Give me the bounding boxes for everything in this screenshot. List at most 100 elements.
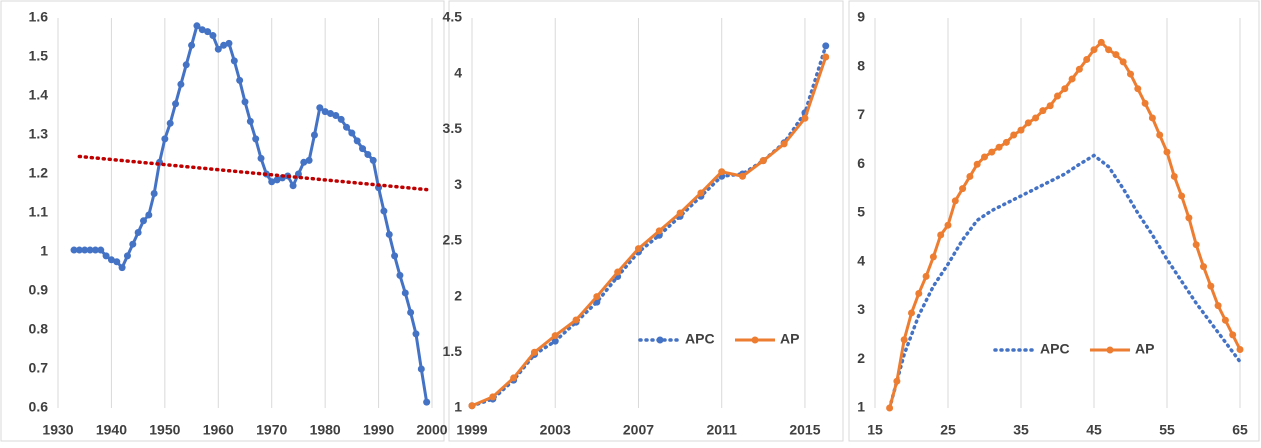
x-tick-label: 55 xyxy=(1159,422,1175,438)
data-point xyxy=(113,258,121,266)
data-point xyxy=(551,332,559,340)
data-point xyxy=(739,172,747,180)
data-point xyxy=(1024,119,1032,127)
data-point xyxy=(801,114,809,122)
x-tick-label: 1950 xyxy=(149,422,180,438)
x-tick-label: 35 xyxy=(1013,422,1029,438)
data-point xyxy=(102,252,110,260)
y-tick-label: 6 xyxy=(857,155,865,171)
y-tick-label: 0.6 xyxy=(29,399,49,415)
data-point xyxy=(1221,316,1229,324)
x-tick-label: 2003 xyxy=(540,422,571,438)
y-tick-label: 0.9 xyxy=(29,282,49,298)
data-point xyxy=(822,53,830,61)
data-point xyxy=(294,170,302,178)
data-point xyxy=(634,245,642,253)
data-point xyxy=(321,108,329,116)
x-tick-label: 65 xyxy=(1232,422,1248,438)
legend-label: AP xyxy=(780,331,799,347)
data-point xyxy=(944,221,952,229)
series-line xyxy=(471,56,828,408)
x-tick-label: 25 xyxy=(940,422,956,438)
x-tick-label: 1980 xyxy=(310,422,341,438)
data-point xyxy=(246,117,254,125)
data-point xyxy=(423,398,431,406)
y-tick-label: 0.8 xyxy=(29,321,49,337)
data-point xyxy=(369,156,377,164)
x-tick-label: 1999 xyxy=(456,422,487,438)
data-point xyxy=(364,151,372,158)
data-point xyxy=(166,119,174,127)
data-point xyxy=(177,80,185,88)
y-tick-label: 2.5 xyxy=(443,232,463,248)
x-tick-label: 2000 xyxy=(416,422,447,438)
data-point xyxy=(407,308,415,316)
data-point xyxy=(718,168,726,176)
data-point xyxy=(1010,131,1018,139)
data-point xyxy=(241,98,249,106)
data-point xyxy=(337,115,345,123)
x-tick-label: 1930 xyxy=(42,422,73,438)
data-point xyxy=(139,217,147,225)
panel-frame xyxy=(0,0,445,442)
series-line xyxy=(470,44,828,408)
x-tick-label: 45 xyxy=(1086,422,1102,438)
data-point xyxy=(1148,114,1156,122)
data-point xyxy=(1127,70,1134,78)
x-tick-label: 2011 xyxy=(707,422,738,438)
data-point xyxy=(380,207,388,215)
y-tick-label: 1.6 xyxy=(29,9,49,25)
x-tick-label: 2007 xyxy=(623,422,654,438)
data-point xyxy=(908,309,915,317)
data-point xyxy=(70,246,78,254)
data-point xyxy=(988,148,996,156)
data-point xyxy=(655,227,663,235)
data-point xyxy=(417,365,425,373)
data-point xyxy=(1185,214,1193,222)
data-point xyxy=(225,39,233,47)
data-point xyxy=(236,76,244,84)
data-point xyxy=(391,252,399,260)
data-point xyxy=(204,28,212,36)
data-point xyxy=(1112,51,1120,59)
data-point xyxy=(922,272,930,280)
data-point xyxy=(489,393,497,401)
y-tick-label: 4.5 xyxy=(443,9,463,25)
data-point xyxy=(396,271,404,279)
data-point xyxy=(182,61,190,69)
data-point xyxy=(614,268,622,276)
data-point xyxy=(510,374,518,382)
y-tick-label: 0.7 xyxy=(29,360,49,376)
data-point xyxy=(75,246,83,254)
series-line xyxy=(77,154,429,192)
data-point xyxy=(951,197,959,205)
data-point xyxy=(1134,85,1142,93)
data-point xyxy=(81,246,89,254)
data-point xyxy=(1105,46,1113,54)
data-point xyxy=(188,41,196,49)
data-point xyxy=(1229,331,1237,339)
data-point xyxy=(273,176,281,184)
data-point xyxy=(220,41,228,49)
data-point xyxy=(959,185,967,193)
legend-label: APC xyxy=(685,331,715,347)
y-tick-label: 1 xyxy=(454,399,462,415)
data-point xyxy=(1170,172,1178,180)
data-point xyxy=(468,402,476,410)
data-point xyxy=(97,246,105,254)
legend-marker xyxy=(656,336,664,344)
data-point xyxy=(966,172,974,180)
data-point xyxy=(759,157,767,165)
data-point xyxy=(886,404,894,412)
series-line xyxy=(74,23,429,403)
y-tick-label: 2 xyxy=(454,287,462,303)
legend-label: AP xyxy=(1135,341,1154,357)
x-tick-label: 1960 xyxy=(203,422,234,438)
y-tick-label: 7 xyxy=(857,106,865,122)
data-point xyxy=(780,140,788,148)
y-tick-label: 4 xyxy=(857,252,865,268)
data-point xyxy=(1141,99,1149,107)
panel-frame xyxy=(448,0,844,442)
data-point xyxy=(551,337,559,345)
data-point xyxy=(401,289,409,297)
